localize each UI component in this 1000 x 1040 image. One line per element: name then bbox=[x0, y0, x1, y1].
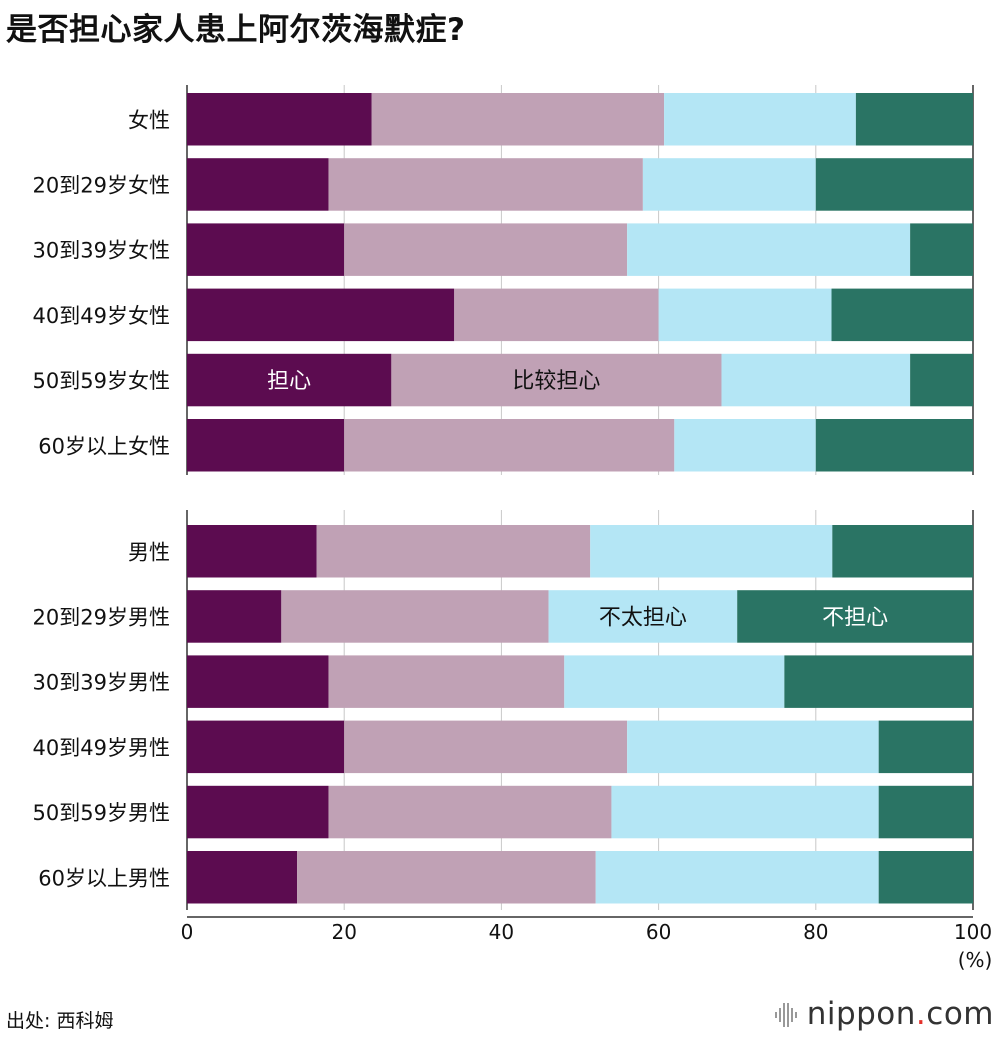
bar-segment-male-row-5-series-2 bbox=[595, 851, 879, 904]
bar-segment-female-row-5-series-1 bbox=[344, 419, 675, 472]
bar-segment-male-row-0-series-3 bbox=[832, 525, 973, 578]
bar-segment-female-row-0-series-0 bbox=[187, 93, 372, 146]
bar-segment-male-row-5-series-1 bbox=[297, 851, 596, 904]
bar-segment-female-row-4-series-1 bbox=[391, 353, 722, 407]
category-label: 50到59岁男性 bbox=[33, 801, 170, 825]
bar-segment-male-row-5-series-3 bbox=[878, 851, 973, 904]
bar-segment-female-row-0-series-2 bbox=[664, 93, 856, 146]
chart-title: 是否担心家人患上阿尔茨海默症? bbox=[6, 12, 466, 48]
bar-segment-female-row-1-series-0 bbox=[187, 158, 329, 211]
stacked-bar-chart: 0 20 40 60 80 100 (%) 女性 20到29岁女性 30到39岁女性 40到49岁女… bbox=[33, 85, 993, 972]
x-tick-label-0: 0 bbox=[181, 920, 194, 944]
bar-segment-female-row-0-series-3 bbox=[855, 93, 973, 146]
x-tick-label-40: 40 bbox=[489, 920, 514, 944]
category-label: 20到29岁男性 bbox=[33, 605, 170, 629]
category-label: 30到39岁女性 bbox=[33, 239, 170, 263]
nippon-logo-icon bbox=[774, 1003, 797, 1027]
bar-segment-male-row-3-series-1 bbox=[344, 720, 628, 774]
bar-segment-female-row-2-series-0 bbox=[187, 223, 345, 276]
bar-segment-female-row-4-series-2 bbox=[721, 353, 911, 407]
series-label-不担心: 不担心 bbox=[822, 605, 888, 630]
bars bbox=[187, 93, 973, 904]
brand-name: nippon bbox=[806, 996, 916, 1032]
bar-segment-male-row-4-series-0 bbox=[187, 785, 329, 839]
bar-segment-female-row-2-series-2 bbox=[627, 223, 911, 276]
bar-segment-male-row-0-series-1 bbox=[316, 525, 591, 578]
bar-segment-male-row-1-series-1 bbox=[281, 590, 549, 643]
bar-segment-female-row-0-series-1 bbox=[371, 93, 665, 146]
x-tick-label-100: 100 bbox=[954, 920, 992, 944]
bar-segment-female-row-5-series-2 bbox=[674, 419, 816, 472]
category-label: 40到49岁男性 bbox=[33, 736, 170, 760]
brand-suffix: com bbox=[926, 996, 994, 1032]
brand-wordmark: nippon.com bbox=[807, 996, 994, 1032]
bar-segment-female-row-4-series-3 bbox=[910, 353, 973, 407]
category-label: 60岁以上男性 bbox=[38, 866, 170, 890]
bar-segment-female-row-1-series-1 bbox=[328, 158, 643, 211]
bar-segment-male-row-3-series-3 bbox=[878, 720, 973, 774]
bar-segment-female-row-5-series-3 bbox=[815, 419, 973, 472]
category-label: 60岁以上女性 bbox=[38, 434, 170, 458]
series-label-担心: 担心 bbox=[267, 369, 311, 394]
source-note: 出处: 西科姆 bbox=[6, 1010, 114, 1032]
bar-segment-female-row-3-series-0 bbox=[187, 288, 455, 342]
category-label: 50到59岁女性 bbox=[33, 369, 170, 393]
bar-segment-male-row-5-series-0 bbox=[187, 851, 298, 904]
bar-segment-male-row-2-series-0 bbox=[187, 655, 329, 708]
bar-segment-male-row-2-series-2 bbox=[564, 655, 785, 708]
bar-segment-female-row-3-series-2 bbox=[658, 288, 832, 342]
brand-logo-block: nippon.com bbox=[773, 996, 994, 1032]
bar-segment-male-row-0-series-0 bbox=[187, 525, 317, 578]
brand-dot: . bbox=[915, 996, 927, 1032]
bar-segment-male-row-4-series-2 bbox=[611, 785, 879, 839]
series-label-不太担心: 不太担心 bbox=[599, 605, 687, 630]
category-label: 男性 bbox=[128, 540, 170, 564]
bar-segment-male-row-4-series-1 bbox=[328, 785, 612, 839]
bar-segment-male-row-0-series-2 bbox=[590, 525, 833, 578]
bar-segment-female-row-4-series-0 bbox=[187, 353, 392, 407]
bar-segment-female-row-2-series-1 bbox=[344, 223, 628, 276]
bar-segment-male-row-4-series-3 bbox=[878, 785, 973, 839]
bar-segment-female-row-5-series-0 bbox=[187, 419, 345, 472]
bar-segment-male-row-2-series-3 bbox=[784, 655, 973, 708]
bar-segment-male-row-1-series-0 bbox=[187, 590, 282, 643]
category-label: 40到49岁女性 bbox=[33, 304, 170, 328]
bar-segment-male-row-2-series-1 bbox=[328, 655, 565, 708]
category-label: 30到39岁男性 bbox=[33, 671, 170, 695]
x-tick-label-20: 20 bbox=[331, 920, 356, 944]
x-tick-label-80: 80 bbox=[803, 920, 828, 944]
labels: 0 20 40 60 80 100 (%) 女性 20到29岁女性 30到39岁女性 40到49岁女… bbox=[33, 108, 993, 972]
x-axis-unit: (%) bbox=[958, 948, 993, 972]
bar-segment-male-row-3-series-0 bbox=[187, 720, 345, 774]
x-tick-label-60: 60 bbox=[646, 920, 671, 944]
bar-segment-female-row-2-series-3 bbox=[910, 223, 973, 276]
bar-segment-male-row-1-series-2 bbox=[548, 590, 738, 643]
category-label: 女性 bbox=[128, 108, 170, 132]
bar-segment-male-row-3-series-2 bbox=[627, 720, 879, 774]
bar-segment-male-row-1-series-3 bbox=[737, 590, 973, 643]
bar-segment-female-row-1-series-2 bbox=[642, 158, 816, 211]
series-label-比较担心: 比较担心 bbox=[512, 369, 600, 394]
bar-segment-female-row-3-series-1 bbox=[454, 288, 659, 342]
bar-segment-female-row-1-series-3 bbox=[815, 158, 973, 211]
category-label: 20到29岁女性 bbox=[33, 173, 170, 197]
bar-segment-female-row-3-series-3 bbox=[831, 288, 973, 342]
